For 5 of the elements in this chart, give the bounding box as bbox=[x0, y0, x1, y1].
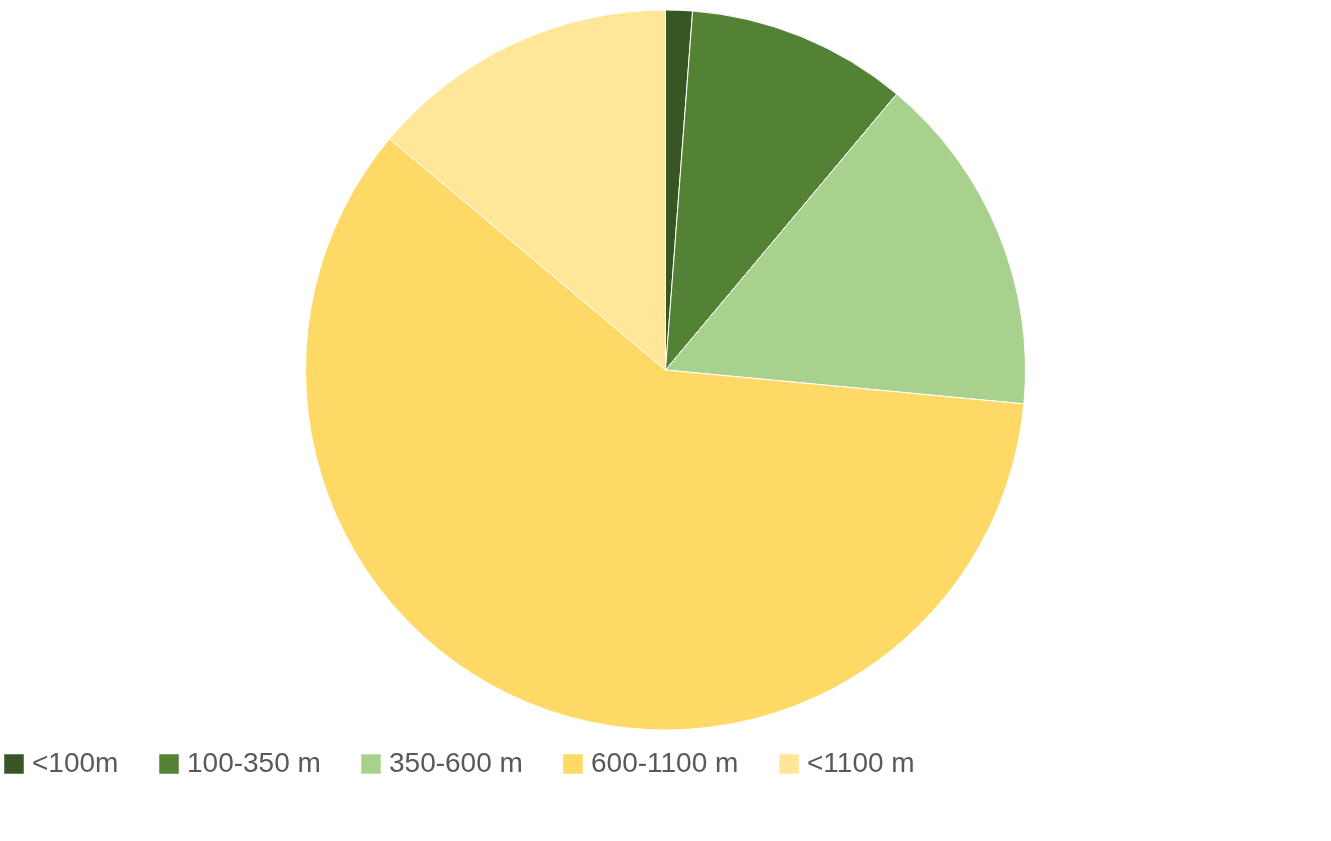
legend-label: 100-350 m bbox=[187, 747, 321, 778]
legend-label: <100m bbox=[32, 747, 119, 778]
legend-label: 600-1100 m bbox=[591, 747, 739, 778]
legend-label: <1100 m bbox=[807, 747, 915, 778]
legend-label: 350-600 m bbox=[389, 747, 523, 778]
